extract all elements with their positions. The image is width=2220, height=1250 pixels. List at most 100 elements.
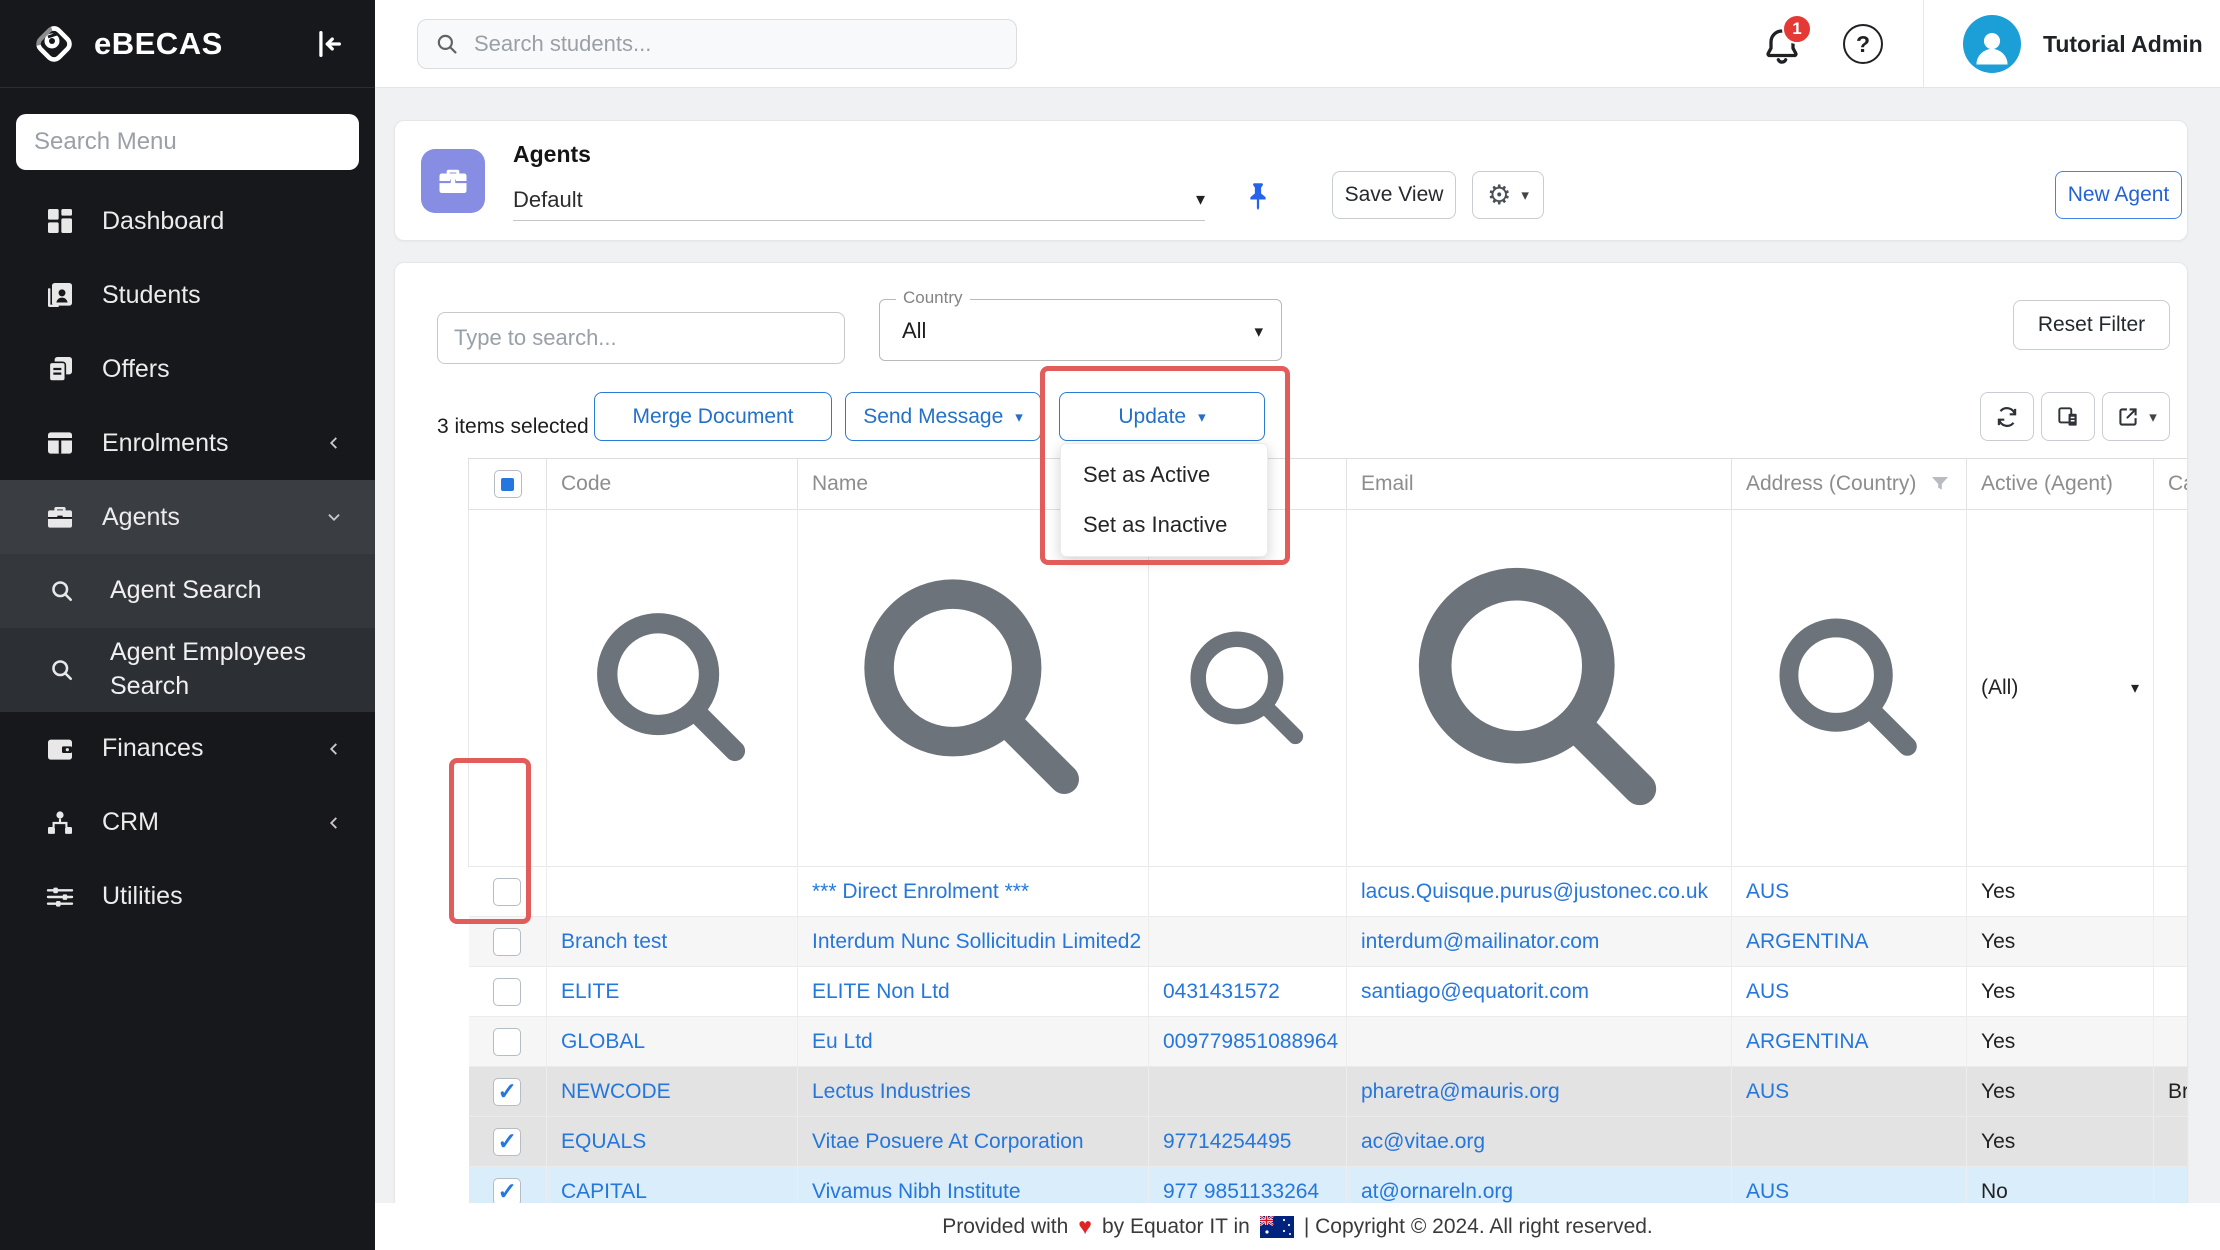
code-link[interactable]: GLOBAL [561,1029,646,1053]
help-icon[interactable]: ? [1843,24,1883,64]
menu-item-set-as-active[interactable]: Set as Active [1083,462,1211,487]
code-link[interactable]: NEWCODE [561,1079,671,1103]
row-checkbox[interactable] [493,927,522,956]
country-link[interactable]: AUS [1746,879,1790,903]
row-checkbox[interactable]: ✓ [493,1127,522,1156]
merge-document-button[interactable]: Merge Document [594,392,832,441]
sidebar-item-students[interactable]: Students [0,258,375,332]
footer-text-suffix: | Copyright © 2024. All right reserved. [1303,1214,1653,1238]
name-link[interactable]: Vivamus Nibh Institute [812,1179,1021,1203]
agents-icon [44,501,76,533]
sidebar-item-offers[interactable]: Offers [0,332,375,406]
column-header-code[interactable]: Code [546,458,798,510]
phone-link[interactable]: 977 9851133264 [1163,1179,1320,1203]
name-link[interactable]: Interdum Nunc Sollicitudin Limited2 [812,929,1142,953]
country-link[interactable]: AUS [1746,1079,1790,1103]
reset-filter-button[interactable]: Reset Filter [2013,300,2170,350]
email-filter-cell[interactable] [1346,509,1732,867]
name-link[interactable]: *** Direct Enrolment *** [812,879,1030,903]
country-link[interactable]: AUS [1746,979,1790,1003]
country-link[interactable]: AUS [1746,1179,1790,1203]
country-filter-cell[interactable] [1731,509,1967,867]
email-link[interactable]: interdum@mailinator.com [1361,929,1600,953]
row-checkbox[interactable] [493,877,522,906]
phone-filter-cell[interactable] [1148,509,1347,867]
country-filter-value: All [902,318,927,343]
email-link[interactable]: pharetra@mauris.org [1361,1079,1560,1103]
select-all-checkbox[interactable] [493,470,522,498]
sidebar-item-finances[interactable]: Finances [0,712,375,786]
copy-button[interactable] [2041,392,2095,441]
active-value: No [1981,1179,2008,1203]
cell-phone [1148,916,1347,967]
table-search-input[interactable] [454,325,828,351]
student-search-input[interactable] [474,31,1000,57]
name-link[interactable]: Eu Ltd [812,1029,873,1053]
cell-phone: 009779851088964 [1148,1016,1347,1067]
filter-funnel-icon[interactable] [1928,472,1952,496]
extra-filter-cell[interactable] [2153,509,2187,867]
export-button[interactable]: ▾ [2102,392,2170,441]
refresh-button[interactable] [1980,392,2034,441]
update-button[interactable]: Update ▾ [1059,392,1265,441]
save-view-button[interactable]: Save View [1332,171,1456,219]
country-filter[interactable]: Country All ▾ [879,288,1282,361]
sidebar-item-utilities[interactable]: Utilities [0,860,375,934]
row-checkbox[interactable] [493,1027,522,1056]
utilities-icon [44,881,76,913]
sidebar-item-label: Dashboard [102,206,225,235]
user-name: Tutorial Admin [2043,30,2203,57]
menu-item-set-as-inactive[interactable]: Set as Inactive [1083,512,1228,537]
country-link[interactable]: ARGENTINA [1746,929,1869,953]
code-link[interactable]: EQUALS [561,1129,647,1153]
name-link[interactable]: Lectus Industries [812,1079,971,1103]
code-filter-cell[interactable] [546,509,798,867]
code-link[interactable]: Branch test [561,929,668,953]
sidebar-search-input[interactable] [16,114,359,170]
phone-link[interactable]: 97714254495 [1163,1129,1292,1153]
row-checkbox[interactable] [493,977,522,1006]
cell-code: NEWCODE [546,1066,798,1117]
email-link[interactable]: at@ornareln.org [1361,1179,1514,1203]
send-message-button[interactable]: Send Message ▾ [845,392,1041,441]
notifications-bell-icon[interactable]: 1 [1760,14,1812,68]
search-icon [1163,604,1332,773]
sidebar-item-enrolments[interactable]: Enrolments [0,406,375,480]
column-header-active-agent[interactable]: Active (Agent) [1966,458,2154,510]
code-link[interactable]: ELITE [561,979,620,1003]
phone-link[interactable]: 009779851088964 [1163,1029,1339,1053]
sidebar-item-agent-search[interactable]: Agent Search [0,554,375,628]
phone-link[interactable]: 0431431572 [1163,979,1280,1003]
sidebar-item-agent-employees-search[interactable]: Agent Employees Search [0,628,375,712]
row-checkbox[interactable]: ✓ [493,1177,522,1206]
cell-active: Yes [1966,916,2154,967]
new-agent-button[interactable]: New Agent [2055,171,2182,219]
sidebar-item-label: Students [102,280,201,309]
country-link[interactable]: ARGENTINA [1746,1029,1869,1053]
chevron-down-icon: ▾ [1195,189,1205,209]
name-link[interactable]: ELITE Non Ltd [812,979,950,1003]
row-checkbox[interactable]: ✓ [493,1077,522,1106]
email-link[interactable]: lacus.Quisque.purus@justonec.co.uk [1361,879,1709,903]
name-filter-cell[interactable] [797,509,1149,867]
send-message-label: Send Message [863,404,1004,428]
cell-extra [2153,866,2187,917]
pin-icon[interactable] [1241,179,1275,213]
column-header-email[interactable]: Email [1346,458,1732,510]
sidebar-item-dashboard[interactable]: Dashboard [0,184,375,258]
chevron-left-icon [323,738,345,760]
cell-active: Yes [1966,1066,2154,1117]
email-link[interactable]: ac@vitae.org [1361,1129,1486,1153]
column-header-address-country[interactable]: Address (Country) [1731,458,1967,510]
view-selector[interactable]: Default ▾ [513,179,1205,221]
code-link[interactable]: CAPITAL [561,1179,647,1203]
settings-gear-button[interactable]: ⚙ ▾ [1472,171,1544,219]
avatar[interactable] [1963,15,2021,73]
active-filter-cell[interactable]: (All) ▾ [1966,509,2154,867]
sidebar-item-agents[interactable]: Agents [0,480,375,554]
sidebar-item-crm[interactable]: CRM [0,786,375,860]
sidebar-collapse-icon[interactable] [311,27,345,61]
column-header-extra[interactable]: Ca [2153,458,2187,510]
name-link[interactable]: Vitae Posuere At Corporation [812,1129,1084,1153]
email-link[interactable]: santiago@equatorit.com [1361,979,1589,1003]
